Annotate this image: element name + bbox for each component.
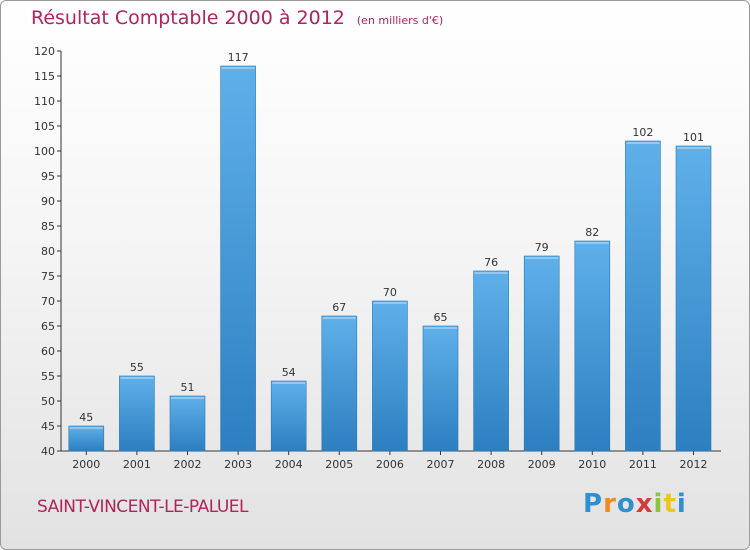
y-tick-label: 40 [41, 445, 55, 458]
x-tick-label-2001: 2001 [123, 458, 151, 471]
x-tick-label-2009: 2009 [528, 458, 556, 471]
x-tick-label-2000: 2000 [72, 458, 100, 471]
logo-letter: i [676, 489, 687, 519]
y-tick-label: 110 [34, 95, 55, 108]
bar-highlight [575, 242, 609, 244]
y-tick-label: 70 [41, 295, 55, 308]
x-tick-label-2011: 2011 [629, 458, 657, 471]
value-label-2000: 45 [79, 411, 93, 424]
logo-letter: r [603, 489, 617, 519]
value-label-2006: 70 [383, 286, 397, 299]
value-label-2005: 67 [332, 301, 346, 314]
bar-highlight [626, 142, 660, 144]
bar-highlight [474, 272, 508, 274]
chart-subtitle: (en milliers d'€) [356, 14, 444, 27]
bar-highlight [272, 382, 306, 384]
logo-letter: i [653, 489, 664, 519]
x-tick-label-2006: 2006 [376, 458, 404, 471]
logo-letter: x [635, 489, 654, 519]
y-tick-label: 105 [34, 120, 55, 133]
bar-2002 [169, 395, 206, 452]
y-tick-label: 45 [41, 420, 55, 433]
value-label-2011: 102 [632, 126, 653, 139]
value-label-2008: 76 [484, 256, 498, 269]
bar-2011 [625, 140, 661, 452]
chart-title: Résultat Comptable 2000 à 2012 [31, 7, 345, 29]
y-tick-label: 85 [41, 220, 55, 233]
value-label-2012: 101 [683, 131, 704, 144]
x-tick-label-2004: 2004 [275, 458, 303, 471]
bar-2000 [68, 425, 105, 452]
y-tick-label: 50 [41, 395, 55, 408]
value-label-2010: 82 [585, 226, 599, 239]
x-tick-label-2007: 2007 [427, 458, 455, 471]
bar-2006 [372, 300, 408, 452]
bar-2009 [523, 255, 560, 452]
y-tick-label: 60 [41, 345, 55, 358]
bar-2010 [574, 240, 611, 452]
x-tick-label-2003: 2003 [224, 458, 252, 471]
bar-2003 [220, 65, 256, 452]
value-label-2009: 79 [535, 241, 549, 254]
bar-highlight [373, 302, 407, 304]
x-tick-label-2008: 2008 [477, 458, 505, 471]
bar-2005 [321, 315, 358, 452]
bar-2012 [675, 145, 712, 452]
bar-highlight [322, 317, 356, 319]
y-tick-label: 75 [41, 270, 55, 283]
bar-2007 [422, 325, 459, 452]
bar-highlight [120, 377, 154, 379]
bar-highlight [525, 257, 559, 259]
value-label-2003: 117 [228, 51, 249, 64]
bar-2001 [119, 375, 155, 452]
bar-highlight [221, 67, 255, 69]
x-tick-label-2012: 2012 [680, 458, 708, 471]
value-label-2004: 54 [282, 366, 296, 379]
proxiti-logo: Proxiti [583, 489, 687, 519]
value-label-2002: 51 [181, 381, 195, 394]
y-tick-label: 90 [41, 195, 55, 208]
x-tick-label-2010: 2010 [578, 458, 606, 471]
y-tick-label: 115 [34, 70, 55, 83]
bar-2004 [270, 380, 307, 452]
y-tick-label: 65 [41, 320, 55, 333]
bar-highlight [677, 147, 710, 149]
y-tick-label: 95 [41, 170, 55, 183]
bar-2008 [473, 270, 509, 452]
value-label-2007: 65 [434, 311, 448, 324]
x-tick-label-2005: 2005 [325, 458, 353, 471]
y-tick-label: 100 [34, 145, 55, 158]
bar-highlight [424, 327, 457, 329]
logo-letter: t [663, 489, 677, 519]
title-row: Résultat Comptable 2000 à 2012 (en milli… [31, 7, 443, 29]
value-label-2001: 55 [130, 361, 144, 374]
logo-letter: o [616, 489, 636, 519]
bar-highlight [69, 427, 103, 429]
y-tick-label: 80 [41, 245, 55, 258]
x-tick-label-2002: 2002 [174, 458, 202, 471]
y-tick-label: 55 [41, 370, 55, 383]
logo-letter: P [583, 489, 604, 519]
y-tick-label: 120 [34, 45, 55, 58]
commune-name: SAINT-VINCENT-LE-PALUEL [37, 497, 249, 517]
bar-highlight [171, 397, 204, 399]
